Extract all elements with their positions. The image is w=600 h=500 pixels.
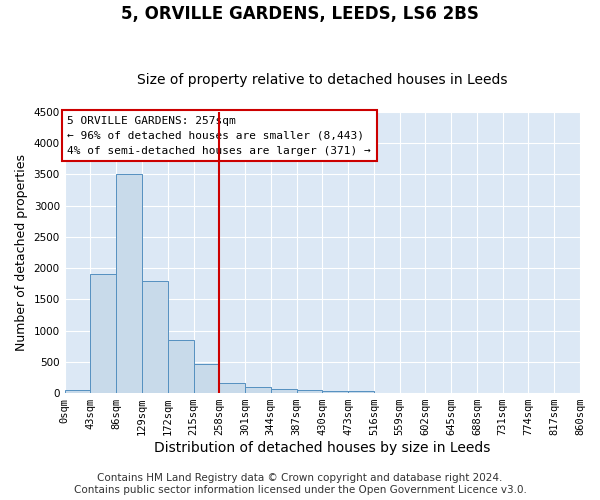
Bar <box>322 390 348 393</box>
Bar <box>296 390 322 393</box>
Bar <box>91 274 116 393</box>
Text: Contains HM Land Registry data © Crown copyright and database right 2024.
Contai: Contains HM Land Registry data © Crown c… <box>74 474 526 495</box>
Bar <box>142 280 168 393</box>
Text: 5 ORVILLE GARDENS: 257sqm
← 96% of detached houses are smaller (8,443)
4% of sem: 5 ORVILLE GARDENS: 257sqm ← 96% of detac… <box>67 116 371 156</box>
Bar <box>245 387 271 393</box>
Bar <box>219 383 245 393</box>
Text: 5, ORVILLE GARDENS, LEEDS, LS6 2BS: 5, ORVILLE GARDENS, LEEDS, LS6 2BS <box>121 5 479 23</box>
Bar <box>65 390 91 393</box>
Bar <box>348 391 374 393</box>
Bar <box>116 174 142 393</box>
Bar <box>193 364 219 393</box>
X-axis label: Distribution of detached houses by size in Leeds: Distribution of detached houses by size … <box>154 441 491 455</box>
Bar <box>168 340 193 393</box>
Title: Size of property relative to detached houses in Leeds: Size of property relative to detached ho… <box>137 73 508 87</box>
Y-axis label: Number of detached properties: Number of detached properties <box>15 154 28 351</box>
Bar <box>271 388 296 393</box>
